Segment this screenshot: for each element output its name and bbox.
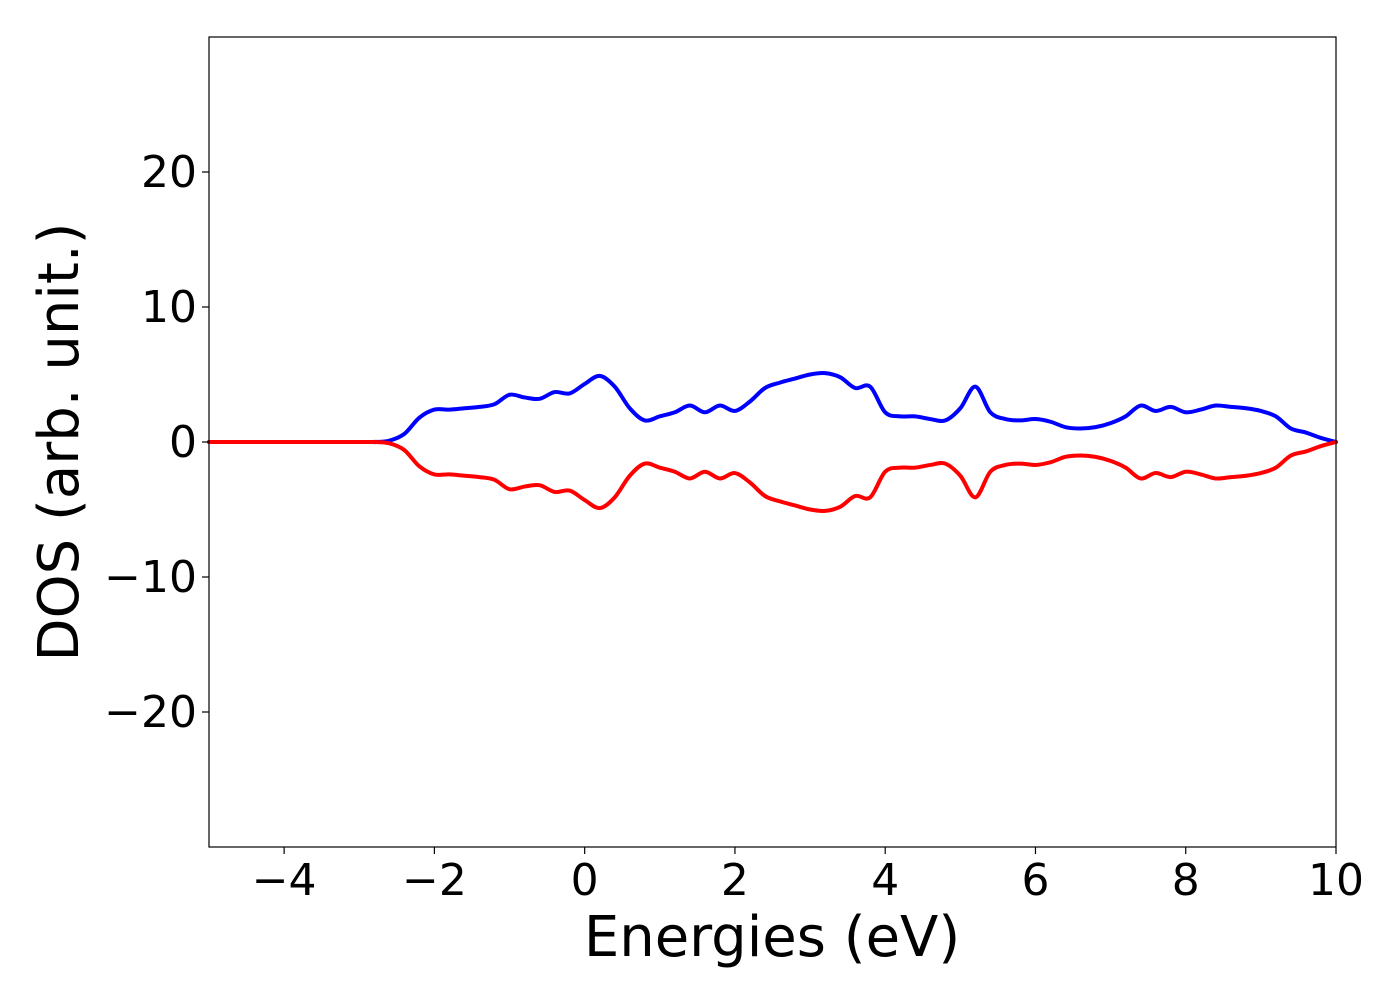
series-line-0 (207, 371, 1338, 445)
series-layer (207, 371, 1338, 513)
x-axis-title: Energies (eV) (584, 905, 960, 970)
x-axis-ticks: −4 −2 0 2 4 6 8 10 (252, 847, 1364, 906)
x-tick-label: 10 (1308, 855, 1364, 906)
x-tick-label: 6 (1021, 855, 1049, 906)
x-tick-label: 8 (1172, 855, 1200, 906)
y-tick-label: −10 (104, 552, 197, 603)
y-axis-title: DOS (arb. unit.) (27, 222, 92, 661)
y-tick-label: 0 (169, 417, 197, 468)
plot-area (209, 37, 1336, 847)
y-tick-label: −20 (104, 687, 197, 738)
y-axis-ticks: −20 −10 0 10 20 (104, 147, 209, 738)
x-tick-label: 2 (721, 855, 749, 906)
y-tick-label: 20 (141, 147, 197, 198)
x-tick-label: −4 (252, 855, 317, 906)
x-tick-label: 0 (571, 855, 599, 906)
x-tick-label: −2 (402, 855, 467, 906)
x-tick-label: 4 (871, 855, 899, 906)
series-line-1 (207, 439, 1338, 513)
y-tick-label: 10 (141, 282, 197, 333)
